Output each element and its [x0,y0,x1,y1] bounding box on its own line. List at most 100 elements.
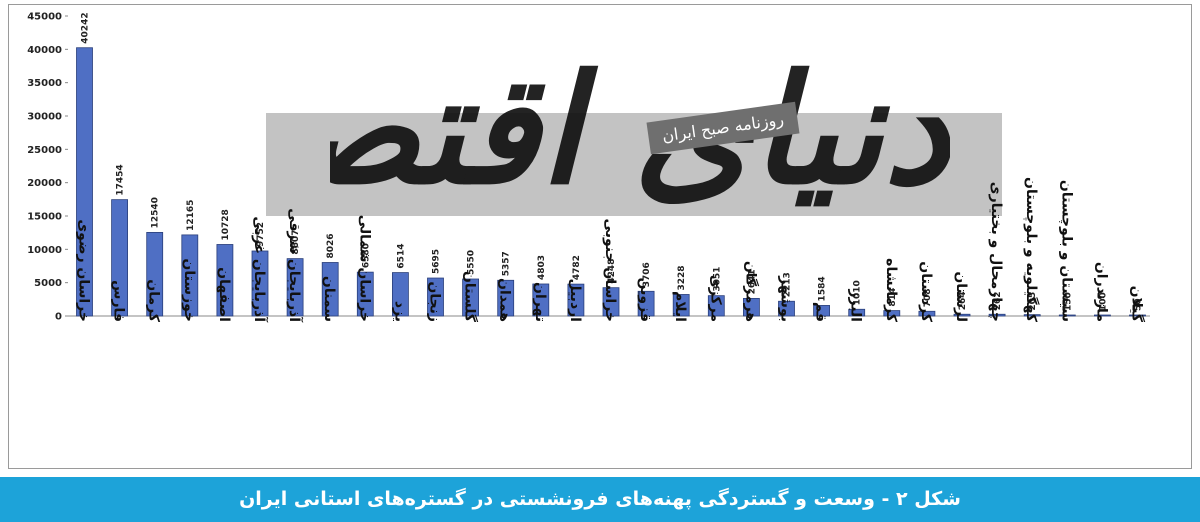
y-tick-label: 25000 [27,145,62,156]
data-label: 8026 [326,233,336,258]
watermark-logo: دنیای اقتصاد [330,42,950,218]
bar [988,313,1006,317]
data-label: 6580 [361,243,371,268]
x-category-label: قزوین [637,278,653,322]
x-category-label: خراسان رضوی [76,219,92,322]
x-category-label: خراسان جنوبی [602,219,618,322]
y-tick-label: 30000 [27,112,62,123]
y-tick-label: 15000 [27,212,62,223]
bar [462,278,480,317]
bar [1094,314,1111,317]
x-category-label: مازندران [1093,262,1109,322]
x-category-label: کرمانشاه [883,258,899,323]
data-label: 50 [1134,298,1144,311]
data-label: 814 [888,288,898,307]
data-label: 6514 [396,244,406,269]
bar [391,272,409,317]
data-label: 12540 [151,197,161,228]
bar [1023,314,1041,317]
bar [637,290,655,317]
bar [497,279,515,317]
x-category-label: زنجان [427,281,443,322]
x-category-label: لرستان [953,271,969,322]
bar [672,294,690,317]
data-label: 4803 [537,255,547,280]
x-category-label: سمنان [321,276,337,322]
y-tick-label: 35000 [27,78,62,89]
bar [848,308,866,317]
x-category-label: بوشهر [778,275,794,322]
x-category-label: چهارمحال و بختیاری [988,182,1004,322]
bar [567,283,585,317]
x-category-label: سیستان و بلوچستان [1058,180,1074,322]
x-category-label: کردستان [918,261,934,323]
bar [356,271,374,317]
data-label: 3051 [712,267,722,292]
x-category-label: کرمان [146,279,162,323]
y-tick-label: 20000 [27,178,62,189]
data-label: 3228 [677,265,687,290]
bar [813,305,830,317]
bar-chart: 0 5000 10000 15000 20000 25000 30000 35000 40000… [27,12,1150,323]
chart-frame [8,4,1192,469]
data-label: 8607 [291,230,301,255]
data-label: 205 [1028,292,1038,311]
y-tick-label: 10000 [27,245,62,256]
x-category-label: فارس [111,280,127,322]
y-tick-label: 45000 [27,12,62,23]
data-label: 2213 [783,272,793,297]
x-category-label: آذربایجان غربی [251,216,269,323]
data-label: 262 [993,291,1003,310]
watermark-band [266,113,1002,216]
x-category-label: خراسان شمالی [356,215,372,322]
data-label: 5357 [502,251,512,276]
x-category-label: هرمزگان [742,261,759,322]
bar [111,199,128,317]
x-category-label: خوزستان [181,258,197,322]
bar [883,310,901,317]
bar [918,310,936,317]
x-category-label: قم [813,302,829,322]
bar [707,295,725,317]
bar [321,262,339,317]
data-label: 10728 [221,209,231,240]
bar [602,287,620,317]
x-category-label: البرز [848,288,864,322]
bar [181,234,199,317]
bar [743,297,760,317]
x-category-label: همدان [497,278,513,322]
bar [1129,314,1146,317]
data-label: 264 [958,291,968,310]
bar [1058,314,1076,317]
data-label: 12165 [186,200,196,231]
x-category-label: گلستان [462,271,479,323]
y-tick-label: 5000 [34,278,62,289]
data-label: 40242 [81,12,91,43]
x-category-label: تهران [532,282,548,322]
data-label: 17454 [116,164,126,195]
bar [251,250,269,317]
data-label: 100 [1098,292,1108,311]
data-label: 1010 [853,280,863,305]
bar [216,244,234,317]
data-label: 4248 [607,259,617,284]
bar [146,231,164,317]
bar [953,313,971,317]
bar [286,258,304,317]
figure-caption: شکل ۲ - وسعت و گستردگی پهنه‌های فرونشستی… [239,488,961,510]
bar [778,300,795,317]
data-label: 9752 [256,222,266,247]
bar [76,47,93,317]
data-label: 150 [1063,292,1073,311]
x-category-label: آذربایجان شرقی [286,208,304,323]
data-label: 3706 [642,262,652,287]
caption-bar: شکل ۲ - وسعت و گستردگی پهنه‌های فرونشستی… [0,477,1200,522]
x-category-label: ایلام [672,291,688,322]
x-category-label: گیلان [1129,286,1146,323]
x-category-label: کهگیلویه و بلوچستان [1023,177,1040,323]
data-label: 708 [923,288,933,307]
data-label: 4782 [572,255,582,280]
bar [532,283,550,317]
y-tick-label: 40000 [27,45,62,56]
x-category-label: یزد [391,301,407,322]
